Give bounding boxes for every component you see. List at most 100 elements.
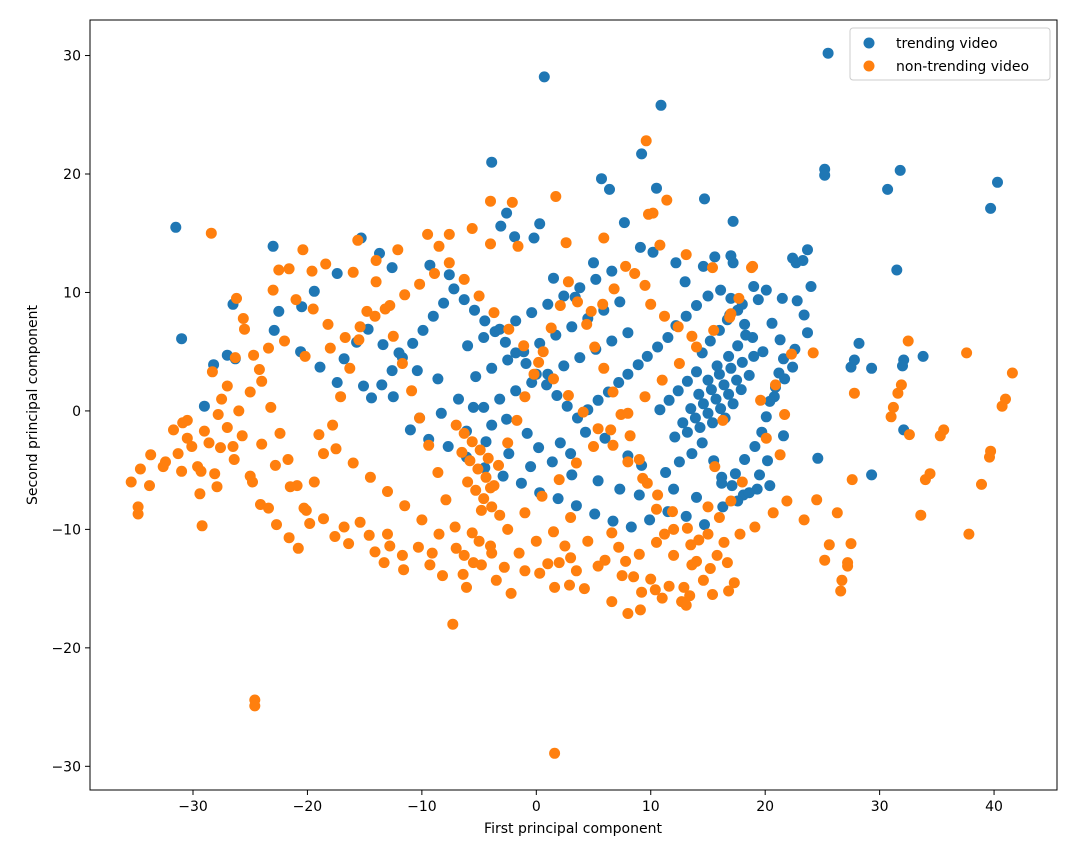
data-point — [766, 317, 778, 329]
data-point — [353, 334, 365, 346]
data-point — [331, 377, 343, 388]
data-point — [661, 194, 673, 206]
data-point — [755, 394, 767, 406]
data-point — [307, 303, 319, 315]
data-point — [227, 441, 239, 452]
data-point — [684, 590, 696, 602]
data-point — [656, 592, 668, 604]
data-point — [723, 388, 735, 400]
data-point — [746, 262, 757, 274]
data-point — [384, 300, 396, 311]
data-point — [819, 169, 831, 181]
data-point — [624, 430, 636, 442]
data-point — [651, 503, 662, 515]
data-point — [707, 262, 718, 274]
data-point — [194, 488, 206, 500]
data-point — [574, 282, 586, 294]
data-point — [639, 391, 651, 403]
data-point — [634, 241, 646, 253]
data-point — [708, 324, 720, 336]
data-point — [297, 244, 309, 256]
data-point — [457, 568, 469, 580]
data-point — [320, 258, 332, 270]
data-point — [292, 542, 304, 554]
data-point — [582, 535, 594, 547]
data-point — [743, 369, 755, 381]
data-point — [426, 547, 438, 559]
x-tick-label: −20 — [293, 799, 323, 815]
data-point — [387, 391, 399, 403]
data-point — [748, 350, 760, 362]
data-point — [599, 554, 611, 566]
data-point — [435, 407, 447, 419]
data-point — [545, 322, 557, 334]
data-point — [580, 426, 591, 438]
data-point — [717, 414, 729, 426]
data-point — [172, 448, 184, 460]
data-point — [663, 580, 675, 592]
data-point — [499, 336, 511, 348]
data-point — [458, 294, 470, 306]
data-point — [461, 581, 472, 593]
data-point — [530, 535, 542, 547]
data-point — [699, 193, 710, 205]
data-point — [640, 135, 652, 147]
data-point — [486, 156, 498, 168]
data-point — [216, 393, 228, 405]
data-point — [176, 465, 188, 477]
data-point — [387, 330, 399, 342]
data-point — [447, 618, 459, 630]
data-point — [132, 508, 144, 520]
data-point — [267, 284, 279, 296]
data-point — [538, 71, 550, 83]
data-point — [685, 539, 697, 551]
data-point — [236, 430, 248, 442]
data-point — [211, 481, 223, 493]
data-point — [702, 501, 714, 513]
data-point — [613, 377, 625, 388]
data-point — [509, 231, 521, 243]
data-point — [502, 354, 514, 366]
data-point — [488, 307, 500, 319]
data-point — [647, 207, 659, 219]
data-point — [654, 239, 666, 251]
data-point — [645, 573, 657, 585]
data-point — [501, 207, 513, 219]
data-point — [502, 523, 514, 535]
data-point — [382, 486, 393, 497]
data-point — [589, 341, 601, 353]
data-point — [501, 413, 513, 425]
data-point — [513, 547, 525, 559]
y-tick-label: 10 — [63, 285, 81, 301]
data-point — [206, 366, 218, 378]
data-point — [422, 228, 434, 240]
data-point — [846, 474, 858, 486]
data-point — [773, 367, 785, 379]
data-point — [548, 526, 559, 538]
x-tick-label: 0 — [532, 799, 541, 815]
data-point — [702, 407, 714, 419]
data-point — [727, 398, 739, 410]
data-point — [249, 700, 261, 712]
data-point — [823, 539, 835, 551]
data-point — [654, 404, 666, 416]
data-point — [560, 237, 572, 249]
x-tick-label: 10 — [642, 799, 660, 815]
data-point — [752, 294, 764, 306]
data-point — [670, 257, 682, 269]
data-point — [713, 512, 725, 523]
data-point — [691, 491, 702, 503]
data-point — [718, 536, 730, 548]
data-point — [443, 228, 455, 240]
data-point — [488, 480, 500, 492]
data-point — [282, 454, 294, 465]
data-point — [656, 374, 668, 386]
data-point — [177, 417, 189, 429]
data-point — [598, 232, 610, 244]
data-point — [705, 384, 717, 396]
data-point — [473, 290, 485, 302]
data-point — [364, 471, 376, 483]
data-point — [572, 296, 583, 308]
data-point — [427, 310, 439, 322]
data-point — [992, 176, 1003, 188]
